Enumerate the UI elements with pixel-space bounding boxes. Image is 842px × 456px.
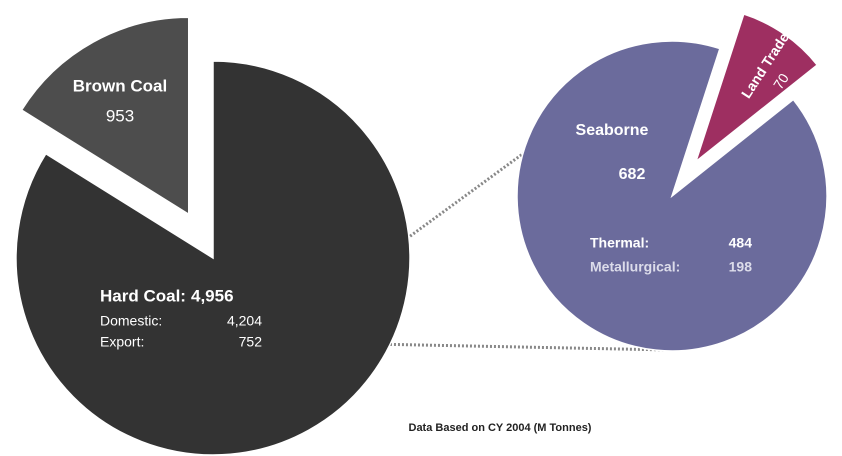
slice-value: 70 — [770, 70, 792, 92]
connector-line — [269, 340, 671, 352]
breakdown-label: Metallurgical: — [590, 259, 680, 275]
breakdown-value: 198 — [729, 259, 753, 275]
breakdown-label: Thermal: — [590, 235, 649, 251]
slice-value: 682 — [619, 166, 646, 183]
breakdown-value: 752 — [239, 334, 263, 350]
slice-label: Seaborne — [576, 122, 649, 139]
breakdown-value: 484 — [729, 235, 753, 251]
slice-label: Brown Coal — [73, 76, 167, 95]
pie-slice — [516, 40, 828, 352]
pie-slice — [694, 13, 819, 164]
slice-label: Hard Coal: — [100, 286, 186, 305]
pie-slice — [15, 60, 411, 456]
slice-value: 953 — [106, 106, 134, 125]
pie-slice — [20, 16, 190, 216]
slice-value: 4,956 — [191, 286, 234, 305]
breakdown-label: Export: — [100, 334, 144, 350]
breakdown-label: Domestic: — [100, 313, 162, 329]
breakdown-value: 4,204 — [227, 313, 262, 329]
footnote: Data Based on CY 2004 (M Tonnes) — [409, 422, 592, 434]
